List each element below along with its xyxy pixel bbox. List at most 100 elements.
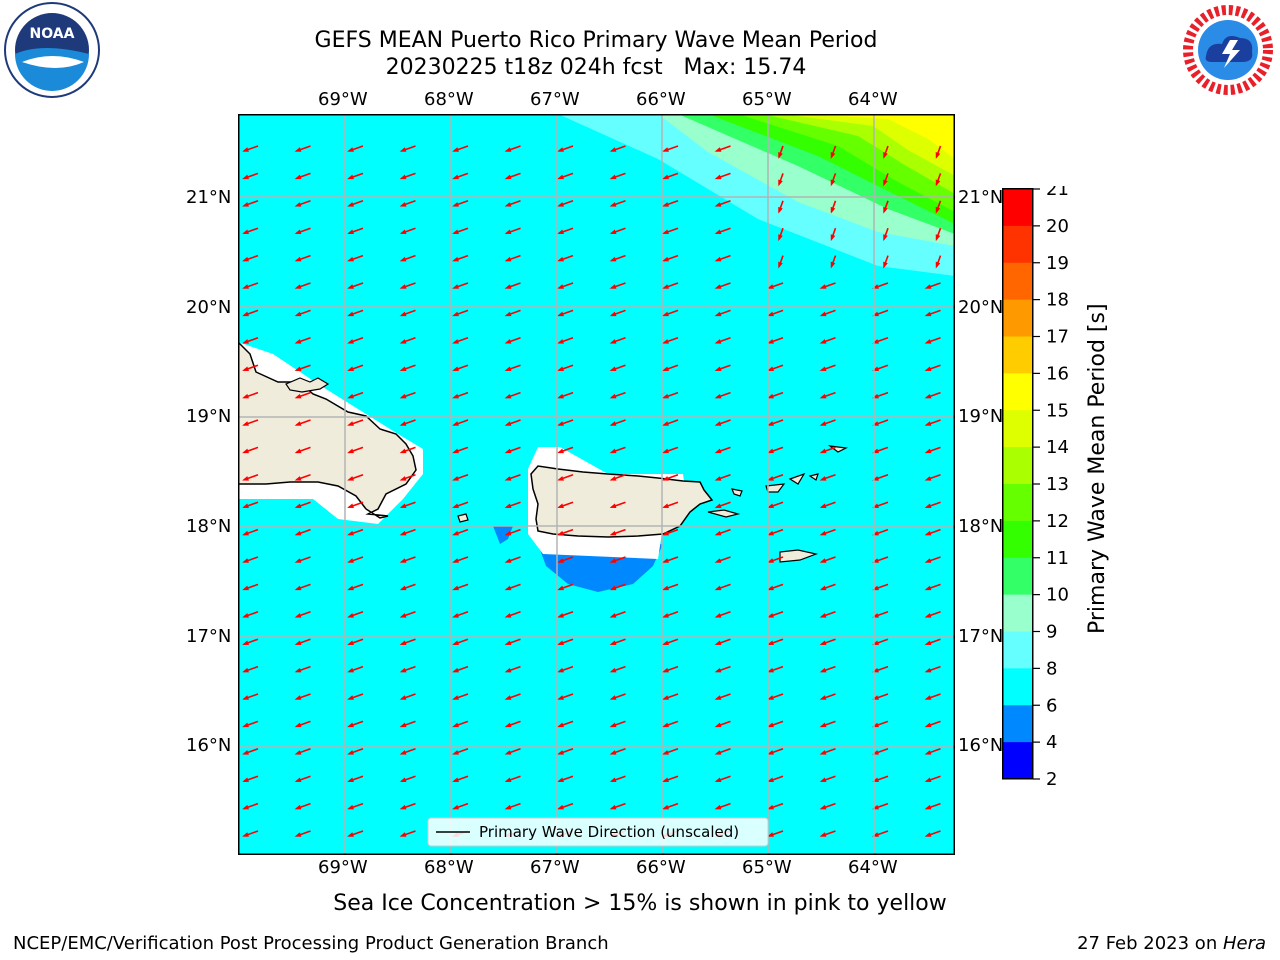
wave-arrow-head bbox=[294, 804, 302, 810]
wave-arrow-head bbox=[767, 695, 774, 700]
wave-arrow-head bbox=[452, 448, 459, 454]
wave-arrow-head bbox=[767, 284, 774, 289]
wave-arrow-head bbox=[924, 393, 932, 399]
wave-arrow-head bbox=[242, 558, 249, 563]
wave-arrow-head bbox=[924, 448, 932, 454]
wave-arrow-head bbox=[924, 476, 932, 481]
wave-arrow-head bbox=[714, 147, 722, 152]
wave-arrow-head bbox=[662, 503, 669, 508]
wave-arrow-head bbox=[242, 448, 249, 454]
wave-arrow-head bbox=[557, 695, 564, 700]
wave-arrow-head bbox=[609, 311, 617, 317]
wave-arrow-head bbox=[242, 476, 249, 481]
wave-arrow-head bbox=[609, 530, 617, 536]
wave-arrow-head bbox=[347, 558, 354, 563]
wave-arrow-head bbox=[347, 366, 354, 371]
colorbar-tick-label: 19 bbox=[1046, 253, 1069, 274]
wave-arrow-head bbox=[347, 174, 354, 180]
wave-arrow-head bbox=[452, 229, 459, 234]
wave-arrow-head bbox=[830, 152, 836, 159]
wave-arrow-head bbox=[504, 339, 512, 344]
colorbar-tick-label: 4 bbox=[1046, 732, 1057, 753]
wave-arrow-head bbox=[819, 503, 827, 508]
wave-arrow-head bbox=[504, 421, 512, 426]
colorbar-segment bbox=[1003, 336, 1033, 374]
wave-arrow-head bbox=[714, 311, 722, 317]
colorbar-tick-label: 2 bbox=[1046, 769, 1057, 786]
wave-arrow-head bbox=[242, 174, 249, 180]
wave-arrow-head bbox=[504, 722, 512, 728]
wave-arrow-head bbox=[935, 206, 941, 214]
wave-arrow-head bbox=[778, 152, 783, 159]
wave-arrow-head bbox=[819, 448, 827, 454]
wave-arrow-head bbox=[294, 339, 302, 344]
wave-arrow-head bbox=[242, 777, 249, 782]
lon-label-bottom: 64°W bbox=[848, 857, 898, 878]
wave-arrow-head bbox=[504, 613, 512, 618]
lat-label-right: 17°N bbox=[958, 626, 1004, 647]
wave-arrow-head bbox=[504, 667, 512, 673]
wave-arrow-head bbox=[294, 585, 302, 591]
wave-arrow-head bbox=[399, 695, 407, 700]
wave-arrow-head bbox=[504, 366, 512, 371]
wave-arrow-head bbox=[242, 832, 249, 837]
wave-arrow-head bbox=[347, 256, 354, 262]
lat-label-left: 20°N bbox=[186, 297, 232, 318]
wave-arrow-head bbox=[294, 256, 302, 262]
wave-arrow-head bbox=[767, 777, 774, 782]
wave-arrow-head bbox=[557, 640, 564, 645]
wave-arrow-head bbox=[242, 311, 249, 317]
wave-direction-arrows bbox=[242, 145, 942, 837]
wave-arrow-head bbox=[504, 284, 512, 289]
wave-arrow-head bbox=[347, 202, 354, 207]
lat-label-left: 18°N bbox=[186, 516, 232, 537]
wave-arrow-head bbox=[609, 613, 617, 618]
wave-arrow-head bbox=[662, 667, 669, 673]
wave-arrow-head bbox=[609, 366, 617, 371]
wave-arrow-head bbox=[557, 530, 564, 536]
wave-arrow-head bbox=[504, 256, 512, 262]
wave-arrow-head bbox=[294, 448, 302, 454]
wave-arrow-head bbox=[778, 261, 783, 269]
lon-label-top: 66°W bbox=[636, 89, 686, 110]
wave-arrow-head bbox=[609, 585, 617, 591]
colorbar-tick-label: 9 bbox=[1046, 622, 1057, 643]
wave-arrow-head bbox=[504, 476, 512, 481]
wave-arrow-head bbox=[452, 503, 459, 508]
wave-arrow-head bbox=[767, 503, 774, 508]
wave-arrow-head bbox=[452, 695, 459, 700]
wave-arrow-head bbox=[767, 667, 774, 673]
wave-arrow-head bbox=[819, 667, 827, 673]
lat-label-right: 16°N bbox=[958, 735, 1004, 756]
wave-arrow-head bbox=[714, 202, 722, 207]
wave-arrow-head bbox=[778, 234, 783, 242]
wave-arrow-head bbox=[242, 750, 249, 755]
lat-label-right: 21°N bbox=[958, 187, 1004, 208]
wave-arrow-head bbox=[662, 448, 669, 454]
wave-arrow-head bbox=[935, 234, 941, 242]
wave-arrow-head bbox=[714, 366, 722, 371]
wave-arrow-head bbox=[452, 640, 459, 645]
virgin-island bbox=[707, 509, 741, 518]
wave-arrow-head bbox=[242, 667, 249, 673]
wave-arrow-head bbox=[242, 256, 249, 262]
wave-arrow-head bbox=[819, 695, 827, 700]
colorbar-segment bbox=[1003, 668, 1033, 706]
wave-period-map: Primary Wave Direction (unscaled) bbox=[238, 114, 955, 855]
wave-arrow-head bbox=[504, 503, 512, 508]
wave-arrow-head bbox=[347, 339, 354, 344]
wave-arrow-head bbox=[767, 311, 774, 317]
wave-arrow-head bbox=[609, 804, 617, 810]
wave-arrow-head bbox=[924, 339, 932, 344]
wave-arrow-head bbox=[294, 229, 302, 234]
wave-arrow-head bbox=[924, 640, 932, 645]
wave-arrow-head bbox=[819, 284, 827, 289]
wave-arrow-head bbox=[504, 640, 512, 645]
wave-arrow-head bbox=[830, 179, 836, 187]
legend-label: Primary Wave Direction (unscaled) bbox=[479, 823, 739, 841]
wave-arrow-head bbox=[347, 695, 354, 700]
wave-arrow-head bbox=[347, 640, 354, 645]
lon-label-bottom: 69°W bbox=[318, 857, 368, 878]
wave-arrow-head bbox=[714, 476, 722, 481]
wave-arrow-head bbox=[399, 640, 407, 645]
